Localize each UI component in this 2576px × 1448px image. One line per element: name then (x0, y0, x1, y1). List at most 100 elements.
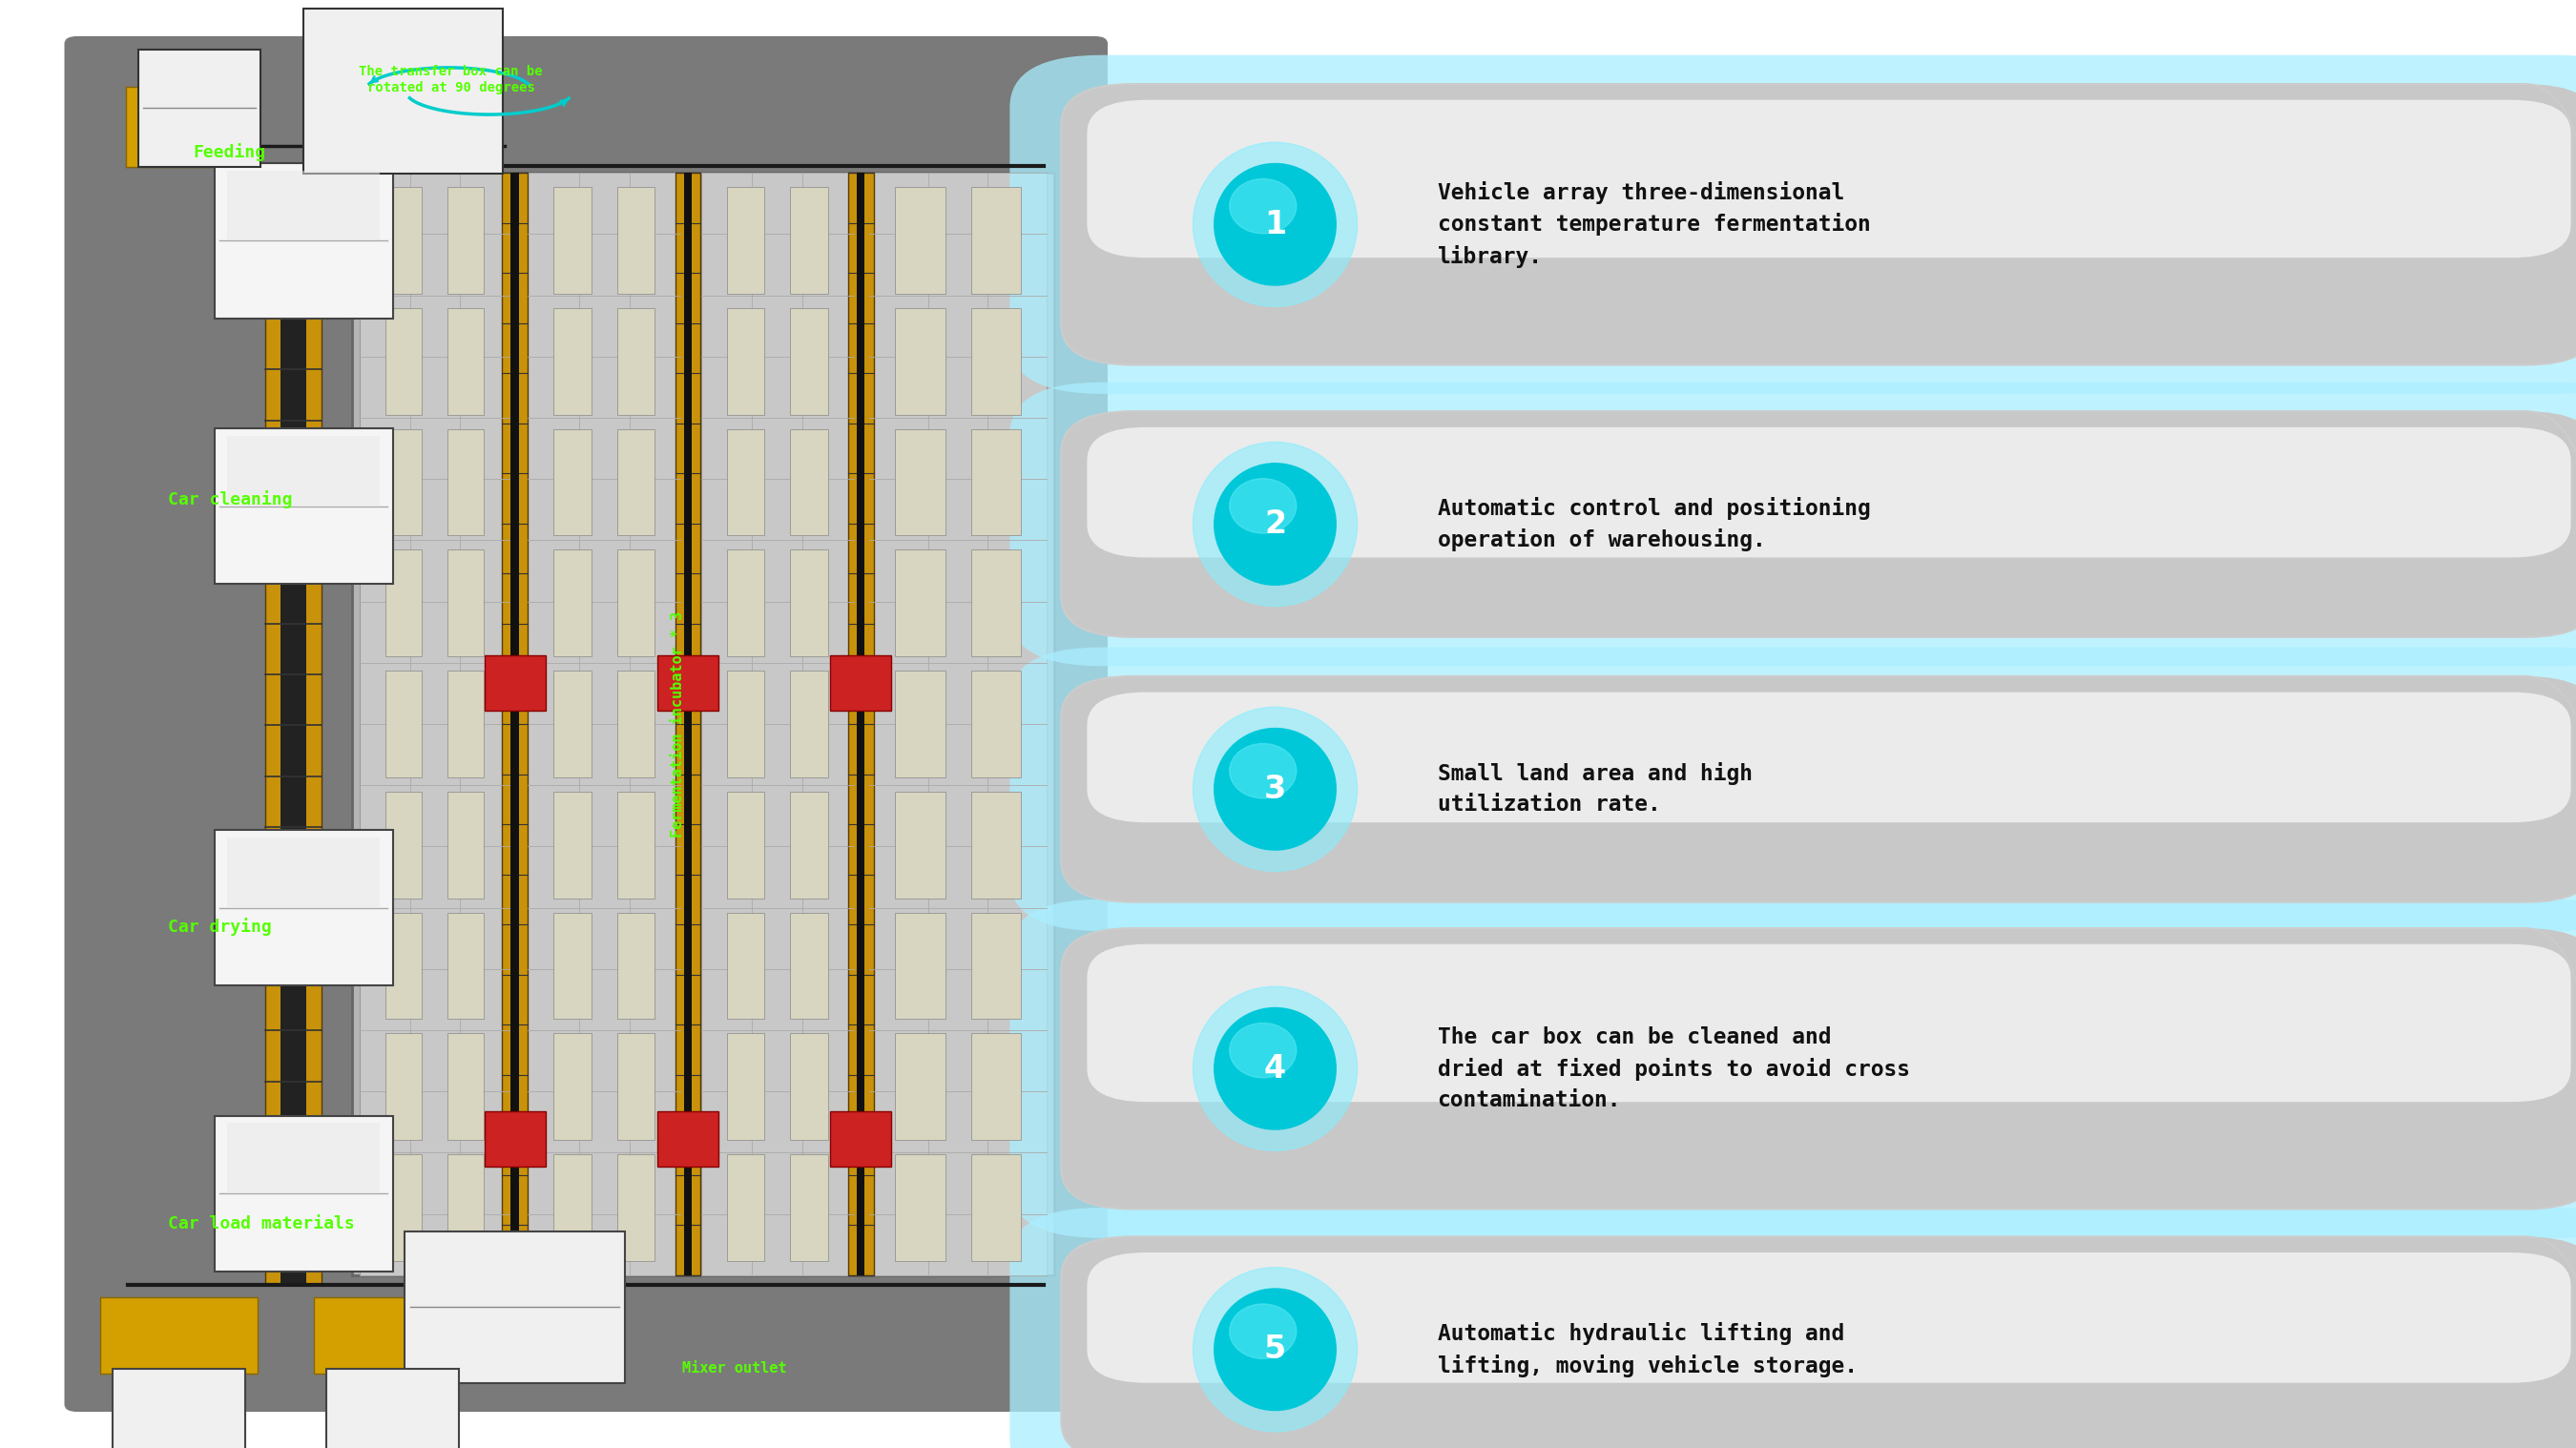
FancyBboxPatch shape (448, 670, 484, 778)
FancyBboxPatch shape (448, 187, 484, 294)
FancyBboxPatch shape (726, 1034, 765, 1140)
FancyBboxPatch shape (448, 1034, 484, 1140)
FancyBboxPatch shape (791, 1034, 827, 1140)
FancyBboxPatch shape (791, 792, 827, 898)
FancyBboxPatch shape (214, 1116, 392, 1271)
Ellipse shape (1193, 986, 1358, 1151)
FancyBboxPatch shape (618, 670, 654, 778)
FancyBboxPatch shape (386, 1154, 422, 1261)
FancyBboxPatch shape (353, 172, 1054, 1276)
FancyBboxPatch shape (1010, 1208, 2576, 1448)
Text: Car load materials: Car load materials (167, 1215, 353, 1232)
FancyBboxPatch shape (554, 550, 592, 656)
FancyBboxPatch shape (858, 172, 866, 1276)
FancyBboxPatch shape (386, 187, 422, 294)
FancyBboxPatch shape (1010, 647, 2576, 931)
FancyBboxPatch shape (304, 9, 502, 174)
Ellipse shape (1213, 164, 1337, 285)
FancyBboxPatch shape (448, 1154, 484, 1261)
FancyBboxPatch shape (126, 87, 258, 168)
FancyBboxPatch shape (554, 429, 592, 536)
FancyBboxPatch shape (618, 550, 654, 656)
FancyBboxPatch shape (448, 912, 484, 1019)
FancyBboxPatch shape (726, 429, 765, 536)
Text: Automatic hydraulic lifting and
lifting, moving vehicle storage.: Automatic hydraulic lifting and lifting,… (1437, 1322, 1857, 1377)
FancyBboxPatch shape (1087, 692, 2571, 822)
FancyBboxPatch shape (386, 912, 422, 1019)
FancyBboxPatch shape (484, 1112, 546, 1167)
FancyBboxPatch shape (554, 670, 592, 778)
Ellipse shape (1229, 1022, 1296, 1077)
FancyBboxPatch shape (214, 429, 392, 584)
FancyBboxPatch shape (894, 1034, 945, 1140)
Text: 1: 1 (1265, 209, 1285, 240)
FancyBboxPatch shape (726, 308, 765, 414)
FancyBboxPatch shape (971, 1154, 1020, 1261)
FancyBboxPatch shape (554, 308, 592, 414)
FancyBboxPatch shape (281, 167, 307, 1284)
FancyBboxPatch shape (829, 1112, 891, 1167)
FancyBboxPatch shape (64, 36, 1108, 1412)
FancyBboxPatch shape (675, 172, 701, 1276)
FancyBboxPatch shape (791, 187, 827, 294)
FancyBboxPatch shape (894, 1154, 945, 1261)
Text: Mixer outlet: Mixer outlet (683, 1361, 786, 1376)
Text: Automatic control and positioning
operation of warehousing.: Automatic control and positioning operat… (1437, 497, 1870, 552)
FancyBboxPatch shape (791, 308, 827, 414)
FancyBboxPatch shape (265, 167, 322, 1284)
FancyBboxPatch shape (554, 1154, 592, 1261)
FancyBboxPatch shape (618, 1034, 654, 1140)
Ellipse shape (1213, 1008, 1337, 1129)
Ellipse shape (1229, 180, 1296, 233)
FancyBboxPatch shape (701, 172, 853, 1276)
FancyBboxPatch shape (618, 1154, 654, 1261)
FancyBboxPatch shape (726, 1154, 765, 1261)
FancyBboxPatch shape (657, 656, 719, 711)
FancyBboxPatch shape (448, 550, 484, 656)
Text: 3: 3 (1265, 773, 1285, 805)
Ellipse shape (1213, 1289, 1337, 1410)
FancyBboxPatch shape (1010, 899, 2576, 1238)
FancyBboxPatch shape (227, 436, 379, 507)
FancyBboxPatch shape (528, 172, 680, 1276)
FancyBboxPatch shape (214, 830, 392, 986)
FancyBboxPatch shape (1061, 928, 2576, 1209)
FancyBboxPatch shape (100, 1297, 258, 1373)
Text: The transfer box can be
rotated at 90 degrees: The transfer box can be rotated at 90 de… (358, 65, 544, 94)
FancyBboxPatch shape (894, 187, 945, 294)
FancyBboxPatch shape (1061, 84, 2576, 365)
FancyBboxPatch shape (971, 308, 1020, 414)
FancyBboxPatch shape (971, 429, 1020, 536)
Text: Car drying: Car drying (167, 918, 270, 935)
FancyBboxPatch shape (791, 1154, 827, 1261)
FancyBboxPatch shape (657, 1112, 719, 1167)
FancyBboxPatch shape (726, 670, 765, 778)
FancyBboxPatch shape (386, 792, 422, 898)
FancyBboxPatch shape (386, 308, 422, 414)
FancyBboxPatch shape (971, 670, 1020, 778)
FancyBboxPatch shape (448, 792, 484, 898)
FancyBboxPatch shape (894, 308, 945, 414)
FancyBboxPatch shape (683, 172, 693, 1276)
FancyBboxPatch shape (971, 550, 1020, 656)
FancyBboxPatch shape (726, 792, 765, 898)
FancyBboxPatch shape (894, 670, 945, 778)
FancyBboxPatch shape (829, 656, 891, 711)
FancyBboxPatch shape (618, 187, 654, 294)
FancyBboxPatch shape (448, 429, 484, 536)
FancyBboxPatch shape (791, 429, 827, 536)
FancyBboxPatch shape (1087, 427, 2571, 557)
FancyBboxPatch shape (894, 550, 945, 656)
Text: Fermentation incubator * 3: Fermentation incubator * 3 (670, 611, 685, 837)
FancyBboxPatch shape (971, 1034, 1020, 1140)
FancyBboxPatch shape (868, 172, 1046, 1276)
Ellipse shape (1229, 478, 1296, 533)
FancyBboxPatch shape (894, 429, 945, 536)
FancyBboxPatch shape (327, 1368, 459, 1448)
Ellipse shape (1229, 744, 1296, 798)
FancyBboxPatch shape (386, 550, 422, 656)
Ellipse shape (1193, 1267, 1358, 1432)
Ellipse shape (1213, 728, 1337, 850)
FancyBboxPatch shape (894, 792, 945, 898)
FancyBboxPatch shape (227, 171, 379, 240)
